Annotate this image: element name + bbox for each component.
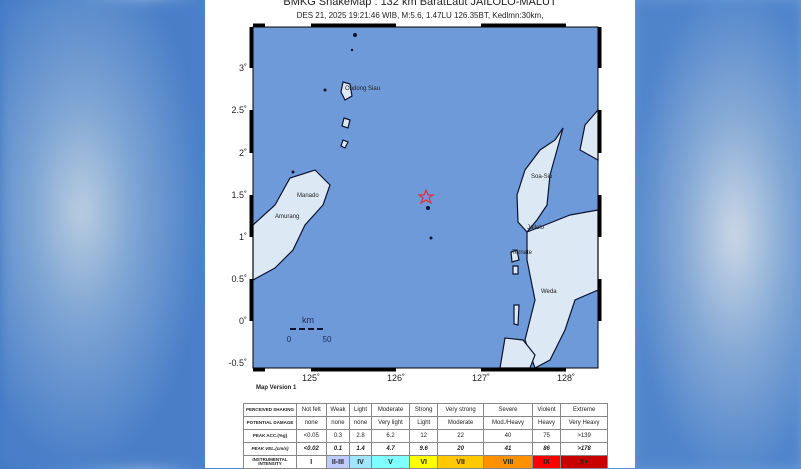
place-label: Weda	[541, 289, 557, 295]
legend-cell: Light	[349, 403, 372, 417]
map: Ondong Siau Manado Amurang Soa-Sio Jailo…	[228, 23, 602, 383]
lat-tick: 2˚	[239, 148, 247, 158]
place-label: Soa-Sio	[531, 174, 553, 180]
lon-axis: 125˚ 126˚ 127˚ 128˚	[302, 373, 575, 383]
map-frame	[249, 23, 602, 372]
legend-cell: Violent	[531, 403, 562, 417]
legend-cell: Very Heavy	[560, 416, 608, 430]
legend-cell: Strong	[409, 403, 438, 417]
map-subtitle: DES 21, 2025 19:21:46 WIB, M:5.6, 1.47LU…	[296, 11, 544, 20]
legend-cell: 9.6	[409, 442, 438, 456]
legend-cell: Very light	[370, 416, 411, 430]
legend-cell: <0.05	[296, 429, 327, 443]
map-version: Map Version 1	[256, 385, 297, 391]
legend-cell: V	[370, 455, 411, 469]
legend-row: POTENTIAL DAMAGE none none none Very light Li…	[243, 416, 608, 430]
lat-tick: 2.5˚	[231, 105, 247, 115]
legend-cell: Severe	[483, 403, 533, 417]
lat-tick: 1.5˚	[231, 190, 247, 200]
svg-text:km: km	[302, 315, 314, 325]
lon-tick: 126˚	[387, 373, 405, 383]
legend-cell: 0.1	[325, 442, 351, 456]
legend-cell: VI	[409, 455, 438, 469]
legend-cell: Very strong	[436, 403, 485, 417]
legend-cell: 2.8	[349, 429, 372, 443]
place-label: Ternate	[512, 250, 533, 256]
legend-cell: IX	[531, 455, 562, 469]
background-blur-right	[635, 0, 801, 468]
shakemap-panel: BMKG ShakeMap : 132 km BaratLaut JAILOLO…	[205, 0, 635, 469]
svg-text:50: 50	[323, 335, 332, 344]
legend-cell: Mod./Heavy	[483, 416, 533, 430]
legend-cell: 40	[483, 429, 533, 443]
lat-axis: 3˚ 2.5˚ 2˚ 1.5˚ 1˚ 0.5˚ 0˚ -0.5˚	[228, 63, 247, 368]
place-label: Amurang	[275, 214, 299, 220]
legend-row: PEAK ACC.(%g) <0.05 0.3 2.8 6.2 12 22 40 75 >139	[243, 429, 608, 443]
legend-cell: 6.2	[370, 429, 411, 443]
legend-cell: VIII	[483, 455, 533, 469]
legend-cell: 4.7	[370, 442, 411, 456]
landmass	[252, 81, 599, 369]
lat-tick: 0˚	[239, 316, 247, 326]
legend-cell: none	[349, 416, 372, 430]
legend-cell: 41	[483, 442, 533, 456]
legend-cell: VII	[436, 455, 485, 469]
legend-cell: <0.02	[296, 442, 327, 456]
legend-cell: Extreme	[560, 403, 608, 417]
legend-cell: 0.3	[325, 429, 351, 443]
legend-cell: Light	[409, 416, 438, 430]
lat-tick: 1˚	[239, 232, 247, 242]
lon-tick: 128˚	[557, 373, 575, 383]
legend-row: PEAK VEL.(cm/s) <0.02 0.1 1.4 4.7 9.6 20 41 86 >1…	[243, 442, 608, 456]
lat-tick: -0.5˚	[228, 358, 247, 368]
legend-cell: Not felt	[296, 403, 327, 417]
legend-cell: none	[325, 416, 351, 430]
svg-text:0: 0	[287, 335, 292, 344]
legend-cell: >139	[560, 429, 608, 443]
map-title: BMKG ShakeMap : 132 km BaratLaut JAILOLO…	[283, 0, 557, 8]
legend-cell: 86	[531, 442, 562, 456]
intensity-legend-table: PERCEIVED SHAKING Not felt Weak Light Modera…	[243, 403, 608, 469]
legend-cell: II-III	[325, 455, 351, 469]
lat-tick: 0.5˚	[231, 274, 247, 284]
legend-cell: 20	[436, 442, 485, 456]
legend-cell: 22	[436, 429, 485, 443]
legend-row-label: PEAK VEL.(cm/s)	[243, 442, 297, 456]
legend-row: INSTRUMENTAL INTENSITY I II-III IV V VI VII VII…	[243, 455, 608, 469]
legend-row-label: PEAK ACC.(%g)	[243, 429, 297, 443]
legend-cell: none	[296, 416, 327, 430]
legend-cell: Heavy	[531, 416, 562, 430]
legend-cell: X+	[560, 455, 608, 469]
place-label: Jailolo	[527, 225, 545, 231]
place-label: Manado	[297, 193, 319, 199]
legend-cell: I	[296, 455, 327, 469]
legend-row-label: INSTRUMENTAL INTENSITY	[243, 455, 297, 469]
legend-cell: Moderate	[436, 416, 485, 430]
lat-tick: 3˚	[239, 63, 247, 73]
legend-cell: IV	[349, 455, 372, 469]
background-blur-left	[0, 0, 205, 468]
legend-cell: >178	[560, 442, 608, 456]
scale-bar: km 0 50	[287, 315, 332, 344]
legend-row-label: POTENTIAL DAMAGE	[243, 416, 297, 430]
legend-cell: Moderate	[370, 403, 411, 417]
star-icon	[417, 188, 435, 205]
place-label: Ondong Siau	[345, 86, 380, 92]
legend-row-label: PERCEIVED SHAKING	[243, 403, 297, 417]
legend-row: PERCEIVED SHAKING Not felt Weak Light Modera…	[243, 403, 608, 417]
legend-cell: 75	[531, 429, 562, 443]
lon-tick: 125˚	[302, 373, 320, 383]
small-islands	[291, 33, 433, 240]
legend-cell: Weak	[325, 403, 351, 417]
lon-tick: 127˚	[472, 373, 490, 383]
legend-cell: 1.4	[349, 442, 372, 456]
legend-cell: 12	[409, 429, 438, 443]
